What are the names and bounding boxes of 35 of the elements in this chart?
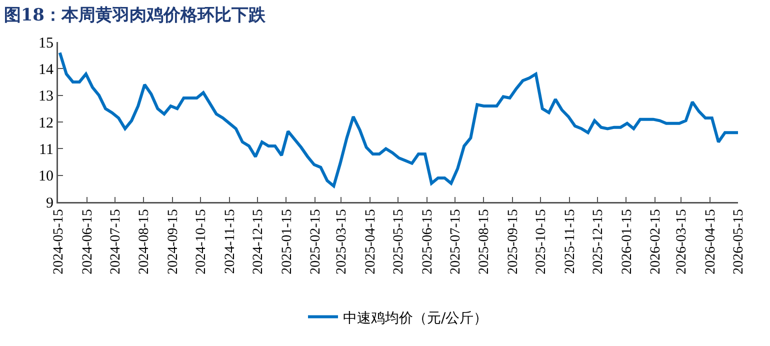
x-tick-label: 2024-08-15 — [137, 209, 152, 274]
y-tick-label: 9 — [46, 195, 54, 212]
chart-title: 图18：本周黄羽肉鸡价格环比下跌 — [4, 6, 267, 26]
x-tick-label: 2025-11-15 — [562, 209, 578, 274]
y-tick-label: 14 — [38, 62, 54, 78]
x-tick-label: 2024-09-15 — [166, 209, 182, 274]
line-series — [58, 51, 738, 188]
x-tick-label: 2025-05-15 — [392, 209, 407, 274]
x-tick-label: 2025-08-15 — [477, 209, 492, 274]
x-tick-label: 2025-01-15 — [280, 209, 295, 274]
x-tick-label: 2024-06-15 — [80, 209, 96, 274]
x-tick-label: 2025-09-15 — [506, 209, 522, 274]
y-tick-label: 15 — [38, 35, 54, 52]
x-tick-label: 2025-10-15 — [534, 209, 550, 274]
x-tick-label: 2025-03-15 — [334, 209, 350, 274]
x-tick-label: 2024-12-15 — [250, 209, 266, 274]
x-tick-label: 2024-07-15 — [108, 209, 124, 274]
y-tick-label: 12 — [38, 115, 54, 132]
x-tick-label: 2026-01-15 — [620, 209, 635, 274]
y-tick-label: 11 — [39, 142, 54, 158]
y-tick-label: 13 — [38, 88, 54, 105]
x-tick-label: 2025-04-15 — [364, 209, 379, 274]
x-tick-label: 2025-07-15 — [448, 209, 464, 274]
x-tick-label: 2025-12-15 — [590, 209, 606, 274]
x-tick-label: 2026-03-15 — [674, 209, 690, 274]
x-tick-label: 2026-04-15 — [704, 209, 719, 274]
x-tick-label: 2026-05-15 — [732, 209, 747, 274]
x-tick-label: 2025-02-15 — [308, 209, 324, 274]
x-tick-label: 2024-05-15 — [52, 209, 67, 274]
x-tick-label: 2025-06-15 — [420, 209, 436, 274]
x-tick-label: 2026-02-15 — [648, 209, 664, 274]
legend-label: 中速鸡均价（元/公斤） — [343, 310, 488, 326]
x-tick-label: 2024-10-15 — [194, 209, 210, 274]
y-tick-label: 10 — [38, 168, 54, 185]
x-tick-label: 2024-11-15 — [222, 209, 238, 274]
